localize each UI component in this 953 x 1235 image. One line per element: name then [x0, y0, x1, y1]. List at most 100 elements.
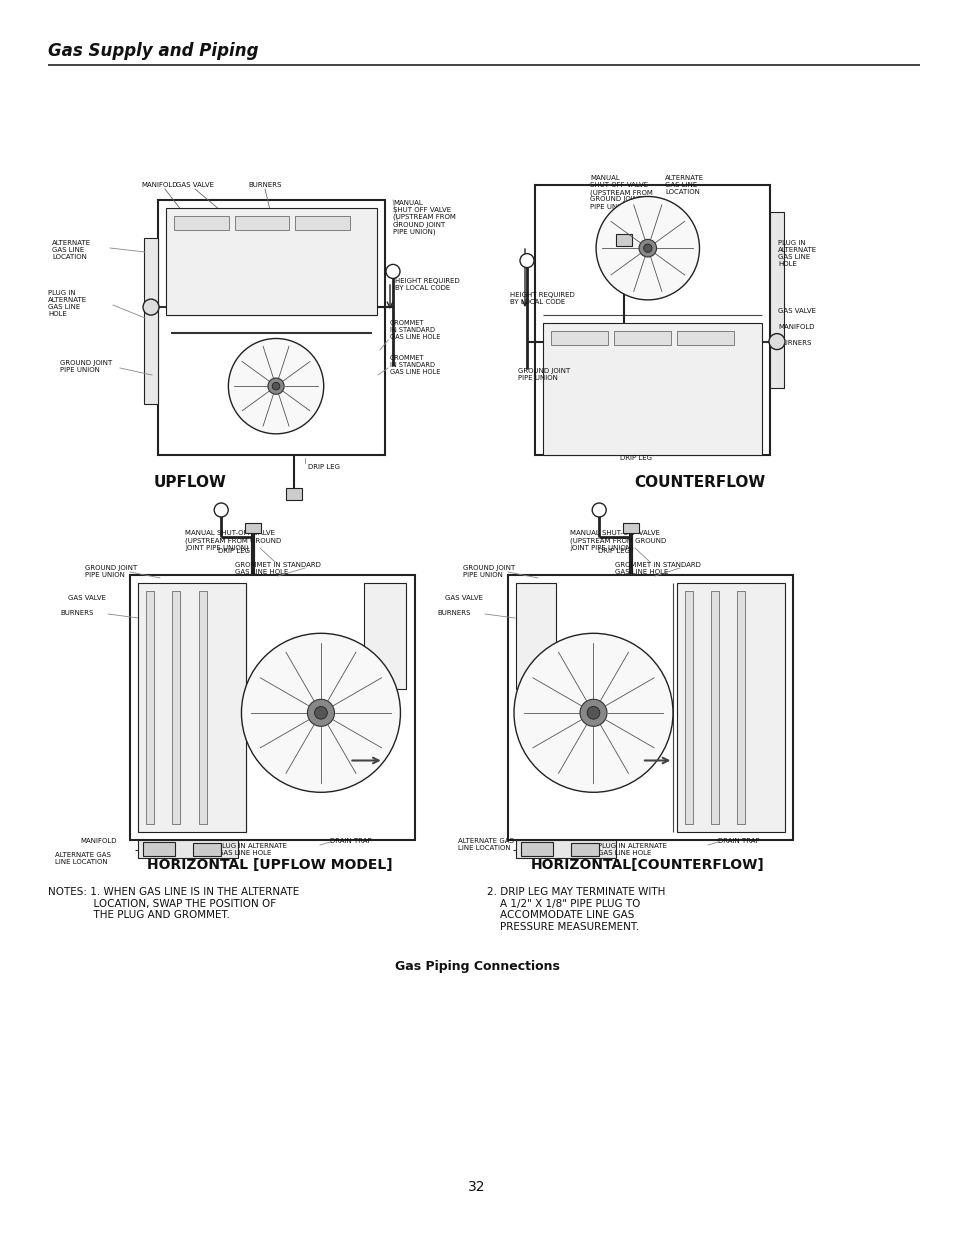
Bar [158, 200, 385, 454]
Bar [535, 185, 769, 454]
Circle shape [228, 338, 323, 433]
Text: GROMMET
IN STANDARD
GAS LINE HOLE: GROMMET IN STANDARD GAS LINE HOLE [390, 354, 440, 375]
Bar [146, 592, 153, 824]
Bar [166, 207, 376, 315]
Bar [507, 576, 792, 840]
Text: MANIFOLD: MANIFOLD [778, 324, 814, 330]
Circle shape [514, 634, 672, 793]
Text: MANUAL SHUT-OFF VALVE
(UPSTREAM FROM GROUND
JOINT PIPE UNION): MANUAL SHUT-OFF VALVE (UPSTREAM FROM GRO… [185, 530, 281, 551]
Bar [516, 840, 615, 858]
Circle shape [579, 699, 606, 726]
Bar [676, 331, 733, 345]
Bar [542, 322, 761, 454]
Bar [193, 844, 221, 856]
Text: GAS VALVE: GAS VALVE [68, 595, 106, 601]
Text: DRIP LEG: DRIP LEG [308, 464, 339, 471]
Text: HEIGHT REQUIRED
BY LOCAL CODE: HEIGHT REQUIRED BY LOCAL CODE [395, 278, 459, 291]
Text: GROMMET
IN STANDARD
GAS LINE HOLE: GROMMET IN STANDARD GAS LINE HOLE [390, 320, 440, 340]
Text: PLUG IN
ALTERNATE
GAS LINE
HOLE: PLUG IN ALTERNATE GAS LINE HOLE [778, 240, 817, 267]
Text: UPFLOW: UPFLOW [153, 475, 226, 490]
Text: PLUG IN
ALTERNATE
GAS LINE
HOLE: PLUG IN ALTERNATE GAS LINE HOLE [48, 290, 87, 317]
Bar [710, 592, 719, 824]
Text: Gas Piping Connections: Gas Piping Connections [395, 960, 558, 973]
Text: GROUND JOINT
PIPE UNION: GROUND JOINT PIPE UNION [85, 564, 137, 578]
Text: MANIFOLD: MANIFOLD [142, 182, 178, 188]
Text: DRIP LEG: DRIP LEG [218, 548, 250, 555]
Text: HEIGHT REQUIRED
BY LOCAL CODE: HEIGHT REQUIRED BY LOCAL CODE [510, 291, 574, 305]
Text: DRAIN TRAP: DRAIN TRAP [330, 839, 372, 844]
Text: MANUAL
SHUT OFF VALVE
(UPSTREAM FROM
GROUND JOINT
PIPE UNION): MANUAL SHUT OFF VALVE (UPSTREAM FROM GRO… [589, 175, 652, 210]
Bar [571, 844, 598, 856]
Circle shape [214, 503, 228, 517]
Bar [737, 592, 744, 824]
Text: ALTERNATE GAS
LINE LOCATION: ALTERNATE GAS LINE LOCATION [457, 839, 514, 851]
Bar [143, 842, 174, 856]
Bar [616, 233, 632, 246]
Text: GAS VALVE: GAS VALVE [444, 595, 482, 601]
Text: 32: 32 [468, 1179, 485, 1194]
Text: GROUND JOINT
PIPE UNION: GROUND JOINT PIPE UNION [517, 368, 570, 382]
Circle shape [314, 706, 327, 719]
Text: GROMMET IN STANDARD
GAS LINE HOLE: GROMMET IN STANDARD GAS LINE HOLE [615, 562, 700, 576]
Text: BURNERS: BURNERS [436, 610, 470, 616]
Circle shape [596, 196, 699, 300]
Text: GAS VALVE: GAS VALVE [175, 182, 213, 188]
Bar [144, 238, 158, 404]
Bar [198, 592, 207, 824]
Text: NOTES: 1. WHEN GAS LINE IS IN THE ALTERNATE
              LOCATION, SWAP THE POS: NOTES: 1. WHEN GAS LINE IS IN THE ALTERN… [48, 887, 299, 920]
Bar [294, 216, 350, 230]
Bar [613, 331, 670, 345]
Bar [676, 583, 784, 832]
Circle shape [592, 503, 605, 517]
Bar [769, 212, 783, 388]
Text: PLUG IN ALTERNATE
GAS LINE HOLE: PLUG IN ALTERNATE GAS LINE HOLE [598, 844, 666, 856]
Bar [130, 576, 415, 840]
Bar [138, 583, 246, 832]
Text: ALTERNATE
GAS LINE
LOCATION: ALTERNATE GAS LINE LOCATION [664, 175, 703, 195]
Text: ALTERNATE
GAS LINE
LOCATION: ALTERNATE GAS LINE LOCATION [52, 240, 91, 261]
Bar [363, 583, 406, 689]
Text: MANUAL SHUT-OFF VALVE
(UPSTREAM FROM GROUND
JOINT PIPE UNION): MANUAL SHUT-OFF VALVE (UPSTREAM FROM GRO… [569, 530, 665, 551]
Bar [551, 331, 607, 345]
Circle shape [386, 264, 399, 278]
Text: DRAIN TRAP: DRAIN TRAP [718, 839, 759, 844]
Circle shape [643, 245, 651, 252]
Text: GROUND JOINT
PIPE UNION: GROUND JOINT PIPE UNION [462, 564, 515, 578]
Text: ALTERNATE GAS
LINE LOCATION: ALTERNATE GAS LINE LOCATION [55, 852, 111, 864]
Text: GROUND JOINT
PIPE UNION: GROUND JOINT PIPE UNION [60, 359, 112, 373]
Bar [520, 842, 553, 856]
Bar [244, 522, 260, 534]
Text: GAS VALVE: GAS VALVE [778, 308, 815, 314]
Circle shape [639, 240, 656, 257]
Text: 2. DRIP LEG MAY TERMINATE WITH
    A 1/2" X 1/8" PIPE PLUG TO
    ACCOMMODATE LI: 2. DRIP LEG MAY TERMINATE WITH A 1/2" X … [486, 887, 664, 931]
Bar [172, 592, 180, 824]
Circle shape [241, 634, 400, 793]
Circle shape [272, 383, 279, 390]
Text: GROMMET IN STANDARD
GAS LINE HOLE: GROMMET IN STANDARD GAS LINE HOLE [234, 562, 320, 576]
Text: COUNTERFLOW: COUNTERFLOW [634, 475, 765, 490]
Text: PLUG IN ALTERNATE
GAS LINE HOLE: PLUG IN ALTERNATE GAS LINE HOLE [218, 844, 287, 856]
Bar [516, 583, 556, 689]
Bar [138, 840, 237, 858]
Circle shape [268, 378, 284, 394]
Circle shape [307, 699, 335, 726]
Bar [173, 216, 229, 230]
Bar [684, 592, 692, 824]
Bar [234, 216, 289, 230]
Text: MANUAL
SHUT OFF VALVE
(UPSTREAM FROM
GROUND JOINT
PIPE UNION): MANUAL SHUT OFF VALVE (UPSTREAM FROM GRO… [393, 200, 456, 235]
Text: Gas Supply and Piping: Gas Supply and Piping [48, 42, 258, 61]
Bar [622, 522, 638, 534]
Circle shape [143, 299, 159, 315]
Text: BURNERS: BURNERS [778, 340, 810, 346]
Text: BURNERS: BURNERS [60, 610, 93, 616]
Text: DRIP LEG: DRIP LEG [619, 454, 651, 461]
Circle shape [768, 333, 784, 350]
Text: BURNERS: BURNERS [248, 182, 281, 188]
Text: HORIZONTAL[COUNTERFLOW]: HORIZONTAL[COUNTERFLOW] [531, 858, 764, 872]
Text: DRIP LEG: DRIP LEG [598, 548, 629, 555]
Text: MANIFOLD: MANIFOLD [80, 839, 116, 844]
Text: HORIZONTAL [UPFLOW MODEL]: HORIZONTAL [UPFLOW MODEL] [147, 858, 393, 872]
Circle shape [586, 706, 599, 719]
Bar [286, 488, 302, 500]
Circle shape [519, 253, 534, 268]
